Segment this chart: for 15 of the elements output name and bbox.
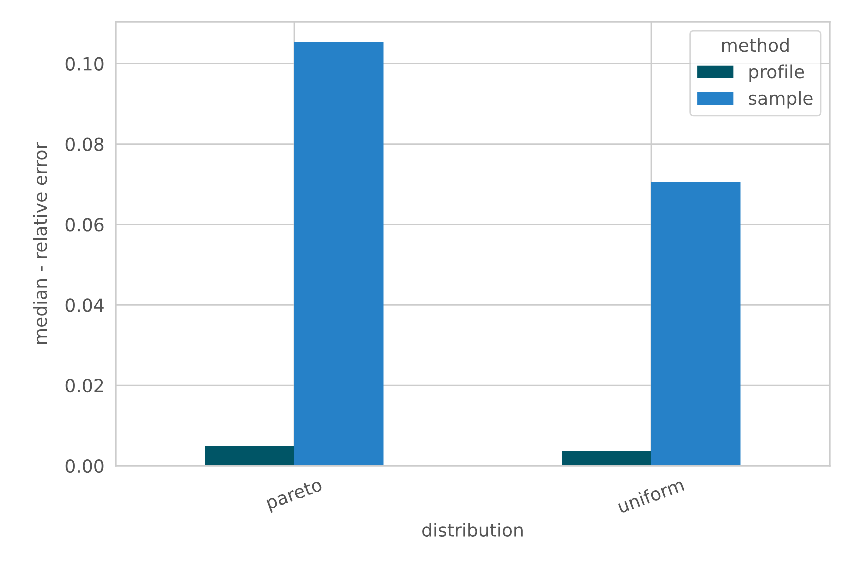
bar	[652, 182, 741, 466]
y-axis-title: median - relative error	[33, 142, 48, 344]
legend-title: method	[722, 38, 789, 52]
x-axis-title: distribution	[422, 523, 523, 538]
y-tick-label: 0.06	[66, 218, 104, 232]
legend-label: sample	[749, 91, 813, 109]
y-tick-label: 0.00	[66, 459, 104, 474]
bar	[294, 42, 384, 466]
y-tick-label: 0.10	[66, 57, 104, 71]
legend-label: profile	[750, 64, 804, 82]
y-tick-label: 0.04	[66, 298, 104, 312]
bar	[562, 452, 652, 466]
y-tick-label: 0.02	[66, 379, 104, 393]
y-tick-label: 0.08	[66, 138, 104, 152]
bar	[205, 446, 294, 466]
